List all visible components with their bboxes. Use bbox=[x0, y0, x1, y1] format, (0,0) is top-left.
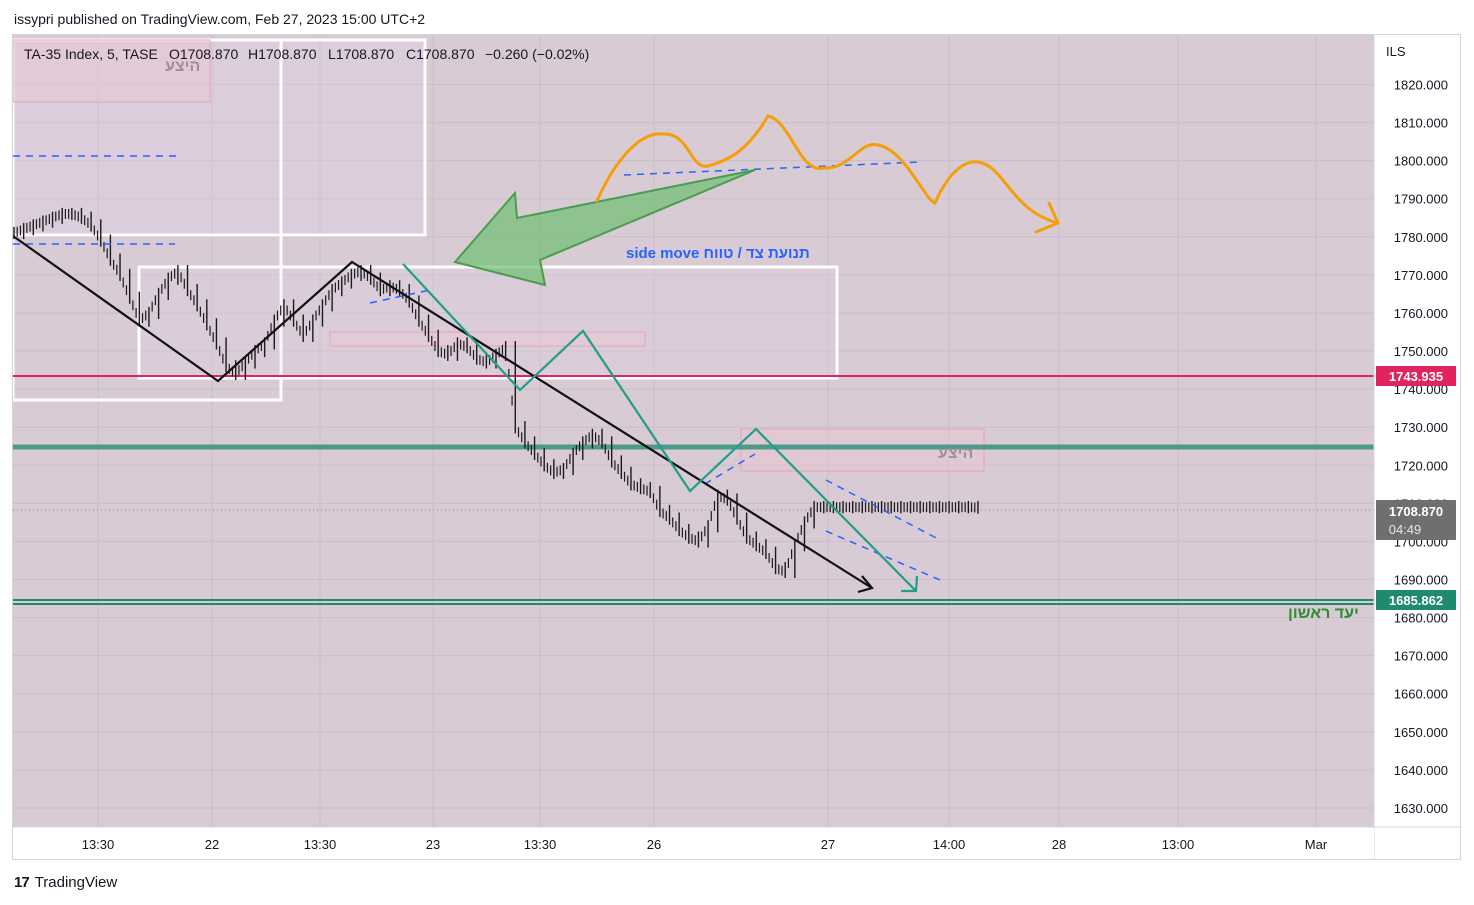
y-tick-label: 1640.000 bbox=[1394, 763, 1448, 778]
y-tick-label: 1780.000 bbox=[1394, 230, 1448, 245]
footer-brand[interactable]: 17 TradingView bbox=[14, 874, 117, 891]
supply-label-2: היצע bbox=[938, 445, 973, 462]
chart-legend: TA-35 Index, 5, TASE O1708.870 H1708.870… bbox=[24, 46, 589, 62]
y-tick-label: 1730.000 bbox=[1394, 420, 1448, 435]
currency-label: ILS bbox=[1386, 44, 1406, 59]
y-tick-label: 1720.000 bbox=[1394, 458, 1448, 473]
red-level-tag bbox=[1376, 366, 1456, 386]
legend-open: O1708.870 bbox=[169, 46, 238, 62]
x-axis-ticks: 13:30 22 13:30 23 13:30 26 27 14:00 28 13:00 Mar bbox=[82, 837, 1328, 852]
blue-dashed-lines bbox=[13, 155, 941, 581]
orange-arrow-head bbox=[1034, 201, 1061, 234]
y-tick-label: 1820.000 bbox=[1394, 78, 1448, 93]
x-tick-label: 27 bbox=[821, 837, 835, 852]
black-wave-path bbox=[12, 235, 873, 589]
legend-change: −0.260 (−0.02%) bbox=[485, 46, 589, 62]
x-tick-label: 13:30 bbox=[524, 837, 557, 852]
y-tick-label: 1630.000 bbox=[1394, 801, 1448, 816]
x-tick-label: 13:30 bbox=[304, 837, 337, 852]
y-tick-label: 1660.000 bbox=[1394, 687, 1448, 702]
legend-symbol: TA-35 Index, 5, TASE bbox=[24, 46, 158, 62]
blue-dash-6 bbox=[825, 479, 941, 541]
teal-arrow-head bbox=[901, 575, 919, 593]
y-tick-label: 1760.000 bbox=[1394, 306, 1448, 321]
last-price-tag bbox=[1376, 500, 1456, 540]
plot-background bbox=[13, 35, 1374, 827]
teal-wave-path bbox=[402, 263, 917, 592]
supply-label-1: היצע bbox=[165, 58, 200, 75]
grid bbox=[13, 35, 1374, 827]
x-tick-label: 23 bbox=[426, 837, 440, 852]
first-target-label: יעד ראשון bbox=[1288, 605, 1359, 622]
y-tick-label: 1810.000 bbox=[1394, 116, 1448, 131]
x-tick-label: 13:00 bbox=[1162, 837, 1195, 852]
supply-zone-box-3 bbox=[740, 428, 985, 472]
orange-forecast-path bbox=[595, 114, 1060, 225]
countdown-label: 04:49 bbox=[1389, 522, 1422, 537]
x-tick-label: 26 bbox=[647, 837, 661, 852]
green-arrow-shape bbox=[453, 169, 756, 287]
y-tick-label: 1680.000 bbox=[1394, 611, 1448, 626]
x-tick-label: 14:00 bbox=[933, 837, 966, 852]
supply-zone-box-1 bbox=[12, 39, 211, 103]
legend-low: L1708.870 bbox=[328, 46, 394, 62]
y-tick-label: 1800.000 bbox=[1394, 154, 1448, 169]
x-tick-label: 22 bbox=[205, 837, 219, 852]
x-tick-label: 13:30 bbox=[82, 837, 115, 852]
target-level-label: 1685.862 bbox=[1389, 593, 1443, 608]
black-arrow-head bbox=[857, 575, 874, 594]
y-tick-label: 1750.000 bbox=[1394, 344, 1448, 359]
chart-frame bbox=[12, 34, 1461, 860]
footer-brand-label: TradingView bbox=[34, 874, 118, 891]
target-level-tag bbox=[1376, 590, 1456, 610]
blue-dash-5 bbox=[704, 453, 756, 485]
x-tick-label: 28 bbox=[1052, 837, 1066, 852]
blue-dash-4 bbox=[623, 161, 921, 176]
time-axis bbox=[13, 827, 1374, 860]
blue-dash-3 bbox=[369, 289, 431, 304]
y-tick-label: 1790.000 bbox=[1394, 192, 1448, 207]
y-tick-label: 1650.000 bbox=[1394, 725, 1448, 740]
legend-high: H1708.870 bbox=[248, 46, 317, 62]
price-axis bbox=[1374, 35, 1460, 827]
legend-close: C1708.870 bbox=[406, 46, 475, 62]
x-tick-label: Mar bbox=[1305, 837, 1328, 852]
y-tick-label: 1670.000 bbox=[1394, 649, 1448, 664]
last-price-label: 1708.870 bbox=[1389, 504, 1443, 519]
side-move-label: side move תנועת צד / טווח bbox=[626, 245, 810, 262]
tradingview-logo-icon: 17 bbox=[14, 874, 30, 891]
red-level-label: 1743.935 bbox=[1389, 369, 1443, 384]
y-tick-label: 1770.000 bbox=[1394, 268, 1448, 283]
y-tick-label: 1690.000 bbox=[1394, 573, 1448, 588]
publisher-line: issypri published on TradingView.com, Fe… bbox=[14, 11, 426, 27]
